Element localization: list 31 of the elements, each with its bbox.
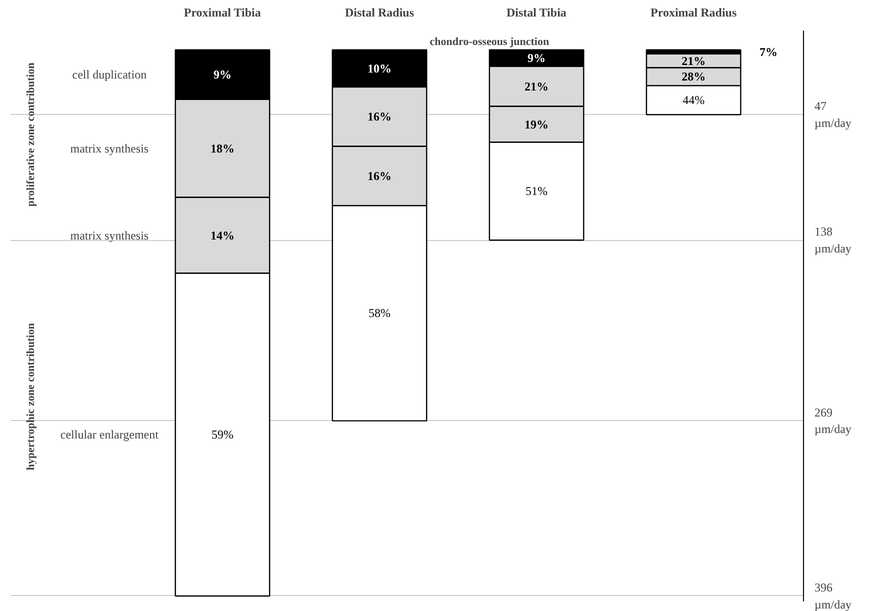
text: matrix synthesis	[70, 228, 149, 242]
annotation: 19%	[524, 117, 549, 132]
text: matrix synthesis	[70, 141, 149, 156]
x-tick-label: Distal Radius	[345, 6, 414, 20]
annotation: 16%	[368, 169, 392, 184]
annotation: hypertrophic zone contribution	[24, 323, 37, 470]
annotation: 10%	[368, 61, 392, 76]
annotation: 21%	[524, 79, 549, 94]
annotation: 16%	[368, 110, 392, 124]
text: cell duplication	[72, 68, 147, 82]
annotation: 9%	[528, 51, 546, 66]
annotation: 18%	[210, 141, 234, 156]
annotation: 14%	[210, 228, 234, 242]
annotation: 28%	[682, 70, 706, 84]
series-label: cellular enlargement	[60, 428, 160, 442]
annotation: 44%	[682, 93, 705, 108]
annotation: 59%	[211, 428, 234, 442]
annotation: chondro-osseous junction	[430, 36, 550, 48]
annotation: 21%	[682, 54, 706, 68]
annotation: proliferative zone contribution	[24, 62, 37, 207]
annotation: 9%	[213, 68, 232, 82]
y-tick-label: 47 µm/day	[814, 99, 852, 130]
y-tick-label: 269 µm/day	[814, 405, 852, 436]
x-tick-label: Proximal Radius	[650, 6, 737, 20]
y-tick-label: 396 µm/day	[814, 580, 852, 611]
x-tick-label: Distal Tibia	[506, 6, 566, 20]
x-tick-label: Proximal Tibia	[184, 6, 261, 20]
y-tick-label: 138 µm/day	[814, 224, 852, 256]
annotation: 58%	[368, 306, 391, 320]
annotation: 51%	[526, 184, 548, 198]
annotation: 7%	[760, 44, 778, 59]
